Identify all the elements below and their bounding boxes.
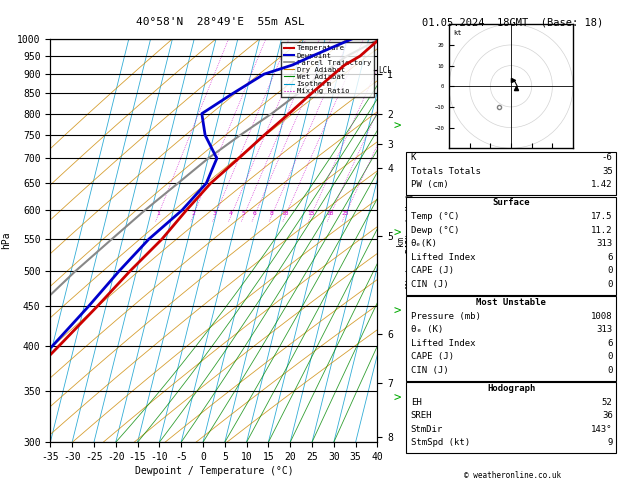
Text: 01.05.2024  18GMT  (Base: 18): 01.05.2024 18GMT (Base: 18): [422, 17, 603, 27]
Text: 313: 313: [596, 325, 613, 334]
X-axis label: Dewpoint / Temperature (°C): Dewpoint / Temperature (°C): [135, 466, 293, 476]
Text: CIN (J): CIN (J): [411, 280, 448, 289]
Text: CAPE (J): CAPE (J): [411, 266, 454, 276]
Text: >: >: [394, 305, 401, 317]
Text: Hodograph: Hodograph: [487, 384, 535, 393]
Text: 0: 0: [607, 266, 613, 276]
Text: 1: 1: [156, 210, 160, 216]
Text: CAPE (J): CAPE (J): [411, 352, 454, 362]
Y-axis label: hPa: hPa: [1, 232, 11, 249]
Text: 1.42: 1.42: [591, 180, 613, 190]
Text: 20: 20: [326, 210, 333, 216]
Text: Surface: Surface: [493, 198, 530, 208]
Text: SREH: SREH: [411, 411, 432, 420]
Text: 9: 9: [607, 438, 613, 448]
Text: Most Unstable: Most Unstable: [476, 298, 546, 307]
Text: 0: 0: [607, 280, 613, 289]
Text: K: K: [411, 153, 416, 162]
Text: 0: 0: [607, 352, 613, 362]
Text: 4: 4: [229, 210, 233, 216]
Legend: Temperature, Dewpoint, Parcel Trajectory, Dry Adiabat, Wet Adiabat, Isotherm, Mi: Temperature, Dewpoint, Parcel Trajectory…: [281, 42, 374, 97]
Text: θₑ (K): θₑ (K): [411, 325, 443, 334]
Text: 143°: 143°: [591, 425, 613, 434]
Text: 11.2: 11.2: [591, 226, 613, 235]
Text: >: >: [394, 227, 401, 240]
Text: Pressure (mb): Pressure (mb): [411, 312, 481, 321]
Text: >: >: [394, 120, 401, 133]
Text: 6: 6: [607, 253, 613, 262]
Text: StmDir: StmDir: [411, 425, 443, 434]
Text: kt: kt: [454, 31, 462, 36]
Text: 313: 313: [596, 239, 613, 248]
Text: Temp (°C): Temp (°C): [411, 212, 459, 221]
Text: >: >: [394, 392, 401, 405]
Text: 40°58'N  28°49'E  55m ASL: 40°58'N 28°49'E 55m ASL: [136, 17, 304, 27]
Text: Lifted Index: Lifted Index: [411, 253, 476, 262]
Text: © weatheronline.co.uk: © weatheronline.co.uk: [464, 471, 561, 480]
Text: 2: 2: [191, 210, 195, 216]
Text: 0: 0: [607, 366, 613, 375]
Y-axis label: km
ASL: km ASL: [396, 233, 415, 248]
Text: Lifted Index: Lifted Index: [411, 339, 476, 348]
Text: 25: 25: [341, 210, 348, 216]
Text: 6: 6: [253, 210, 257, 216]
Text: Mixing Ratio (g/kg): Mixing Ratio (g/kg): [406, 193, 415, 288]
Text: Dewp (°C): Dewp (°C): [411, 226, 459, 235]
Text: 17.5: 17.5: [591, 212, 613, 221]
Text: 5: 5: [242, 210, 246, 216]
Text: 15: 15: [308, 210, 314, 216]
Text: θₑ(K): θₑ(K): [411, 239, 438, 248]
Text: LCL: LCL: [379, 66, 392, 75]
Text: 1008: 1008: [591, 312, 613, 321]
Text: EH: EH: [411, 398, 421, 407]
Text: 8: 8: [270, 210, 274, 216]
Text: 35: 35: [602, 167, 613, 176]
Text: 36: 36: [602, 411, 613, 420]
Text: 10: 10: [282, 210, 289, 216]
Text: StmSpd (kt): StmSpd (kt): [411, 438, 470, 448]
Text: 3: 3: [213, 210, 217, 216]
Text: 6: 6: [607, 339, 613, 348]
Text: 52: 52: [602, 398, 613, 407]
Text: -6: -6: [602, 153, 613, 162]
Text: Totals Totals: Totals Totals: [411, 167, 481, 176]
Text: PW (cm): PW (cm): [411, 180, 448, 190]
Text: CIN (J): CIN (J): [411, 366, 448, 375]
